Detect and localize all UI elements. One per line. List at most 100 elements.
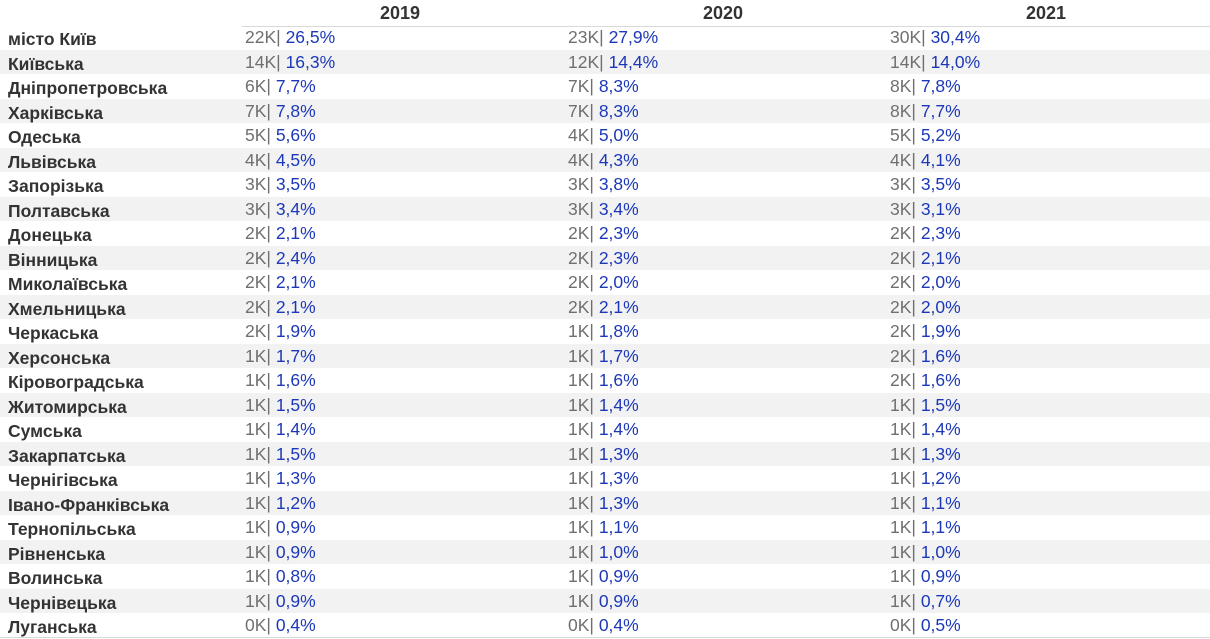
region-label: Сумська [8,421,82,441]
value-cell-2021: 1K| 1,1% [890,493,961,514]
value-cell-2021: 2K| 2,0% [890,272,961,293]
percent-value: 8,3% [598,76,639,96]
percent-value: 2,1% [275,223,316,243]
percent-value: 2,3% [598,247,639,268]
value-cell-2021: 3K| 3,5% [890,174,961,195]
percent-value: 1,6% [275,370,316,390]
value-cell-2021: 3K| 3,1% [890,199,961,220]
absolute-value: 1K [245,394,267,415]
absolute-value: 1K [568,517,590,537]
absolute-value: 2K [245,321,267,341]
value-cell-2020: 2K| 2,3% [568,248,639,269]
absolute-value: 5K [245,125,267,145]
absolute-value: 22K [245,27,277,47]
absolute-value: 2K [245,272,267,292]
value-separator: | [276,51,281,72]
value-separator: | [266,492,271,513]
absolute-value: 1K [890,590,912,611]
percent-value: 2,4% [275,247,316,268]
value-separator: | [911,321,916,341]
absolute-value: 4K [890,149,912,170]
percent-value: 1,5% [920,394,961,415]
value-cell-2019: 1K| 1,2% [245,493,316,514]
value-separator: | [589,125,594,145]
absolute-value: 1K [245,419,267,439]
region-label: Чернігівська [8,470,118,490]
value-separator: | [266,76,271,96]
percent-value: 1,5% [275,394,316,415]
value-separator: | [276,27,281,47]
value-separator: | [589,345,594,366]
value-separator: | [911,541,916,562]
value-separator: | [266,296,271,317]
table-row: Волинська 1K| 0,8% 1K| 0,9% 1K| 0,9% [0,564,1210,589]
absolute-value: 6K [245,76,267,96]
value-cell-2021: 2K| 1,6% [890,370,961,391]
absolute-value: 1K [245,541,267,562]
value-separator: | [911,174,916,194]
absolute-value: 2K [568,247,590,268]
percent-value: 1,0% [920,541,961,562]
percent-value: 4,3% [598,149,639,170]
value-cell-2019: 1K| 0,9% [245,517,316,538]
absolute-value: 3K [890,174,912,194]
value-separator: | [589,443,594,464]
percent-value: 5,6% [275,125,316,145]
absolute-value: 2K [890,370,912,390]
value-cell-2021: 1K| 0,9% [890,566,961,587]
percent-value: 1,1% [920,517,961,537]
absolute-value: 4K [568,149,590,170]
value-cell-2020: 1K| 1,6% [568,370,639,391]
value-cell-2020: 4K| 4,3% [568,150,639,171]
value-cell-2021: 1K| 0,7% [890,591,961,612]
value-separator: | [266,370,271,390]
percent-value: 3,5% [275,174,316,194]
percent-value: 3,8% [598,174,639,194]
value-cell-2021: 1K| 1,1% [890,517,961,538]
value-separator: | [911,566,916,586]
value-separator: | [266,615,271,635]
absolute-value: 7K [568,76,590,96]
absolute-value: 1K [568,492,590,513]
value-cell-2019: 1K| 1,5% [245,395,316,416]
value-cell-2021: 2K| 2,3% [890,223,961,244]
absolute-value: 1K [890,468,912,488]
percent-value: 7,8% [275,100,316,121]
value-cell-2020: 7K| 8,3% [568,76,639,97]
table-row: Запорізька 3K| 3,5% 3K| 3,8% 3K| 3,5% [0,172,1210,197]
percent-value: 0,9% [598,590,639,611]
table-row: Закарпатська 1K| 1,5% 1K| 1,3% 1K| 1,3% [0,441,1210,466]
absolute-value: 4K [568,125,590,145]
value-separator: | [911,443,916,464]
table-row: Київська 14K| 16,3% 12K| 14,4% 14K| 14,0% [0,49,1210,74]
absolute-value: 1K [890,394,912,415]
region-label: Івано-Франківська [8,494,170,515]
percent-value: 1,5% [275,443,316,464]
region-label: Херсонська [8,347,111,368]
value-separator: | [266,198,271,219]
value-separator: | [589,100,594,121]
absolute-value: 3K [890,198,912,219]
absolute-value: 7K [245,100,267,121]
table-row: Черкаська 2K| 1,9% 1K| 1,8% 2K| 1,9% [0,319,1210,344]
value-separator: | [589,321,594,341]
value-separator: | [266,419,271,439]
table-row: Тернопільська 1K| 0,9% 1K| 1,1% 1K| 1,1% [0,515,1210,540]
table-row: Івано-Франківська 1K| 1,2% 1K| 1,3% 1K| 1,1… [0,490,1210,515]
percent-value: 1,4% [598,419,639,439]
absolute-value: 0K [245,615,267,635]
table-row: Луганська 0K| 0,4% 0K| 0,4% 0K| 0,5% [0,613,1210,638]
absolute-value: 2K [890,345,912,366]
value-cell-2019: 2K| 2,1% [245,272,316,293]
absolute-value: 1K [568,590,590,611]
value-cell-2019: 5K| 5,6% [245,125,316,146]
value-cell-2021: 1K| 1,0% [890,542,961,563]
region-label: Львівська [8,151,96,172]
percent-value: 0,7% [920,590,961,611]
value-separator: | [921,27,926,47]
value-cell-2020: 3K| 3,4% [568,199,639,220]
value-separator: | [911,149,916,170]
percent-value: 1,9% [920,321,961,341]
value-separator: | [911,198,916,219]
value-separator: | [589,76,594,96]
